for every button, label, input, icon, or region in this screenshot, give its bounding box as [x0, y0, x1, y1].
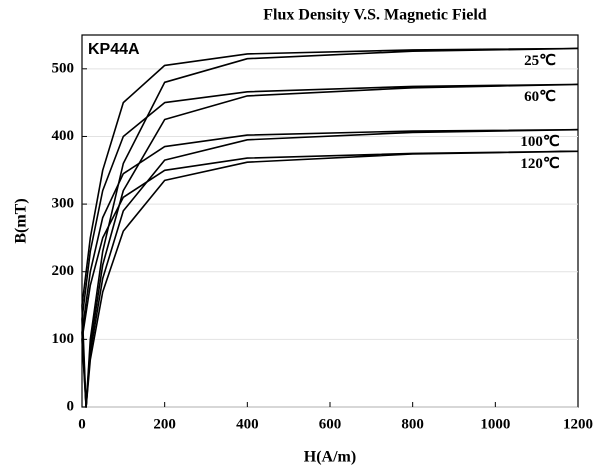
hysteresis-loop	[81, 150, 579, 408]
series-label: 60℃	[524, 89, 556, 105]
y-tick-label: 400	[52, 128, 75, 144]
series-label: 120℃	[520, 156, 560, 172]
x-tick-label: 600	[319, 416, 342, 432]
y-tick-label: 0	[67, 398, 75, 414]
x-tick-label: 1200	[563, 416, 593, 432]
y-axis-label: B(mT)	[13, 198, 30, 243]
hysteresis-loop	[81, 47, 579, 408]
x-tick-label: 400	[236, 416, 259, 432]
y-tick-label: 100	[52, 331, 75, 347]
x-tick-label: 800	[401, 416, 424, 432]
x-tick-label: 0	[78, 416, 86, 432]
x-tick-label: 200	[153, 416, 176, 432]
series-label: 100℃	[520, 134, 560, 150]
y-tick-label: 500	[52, 60, 75, 76]
x-tick-label: 1000	[480, 416, 510, 432]
x-axis-label: H(A/m)	[304, 449, 356, 466]
y-tick-label: 200	[52, 263, 75, 279]
hysteresis-loop	[81, 128, 579, 408]
annotation: KP44A	[88, 41, 140, 58]
series-label: 25℃	[524, 53, 556, 69]
chart-title: Flux Density V.S. Magnetic Field	[263, 7, 487, 24]
plot-frame	[81, 34, 579, 408]
y-tick-label: 300	[52, 196, 75, 212]
